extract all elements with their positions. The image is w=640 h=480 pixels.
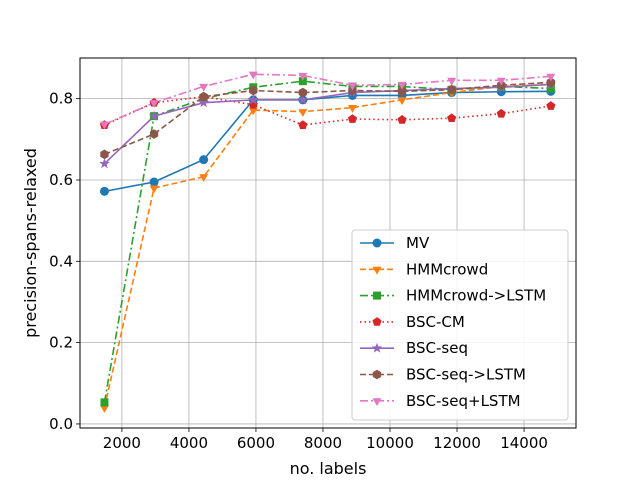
- data-point-bsc-seq-lstm: [298, 72, 308, 81]
- legend-label-bsc-seq-lstm: BSC-seq+LSTM: [406, 392, 521, 410]
- data-point-hmmcrowd: [298, 109, 308, 117]
- data-point-hmmcrowd: [347, 105, 357, 113]
- data-point-bsc-cm: [546, 101, 556, 110]
- x-tick-label: 14000: [500, 434, 548, 452]
- data-point-bsc-seq: [248, 94, 259, 105]
- data-point-bsc-seq-lstm: [496, 77, 506, 86]
- x-tick-label: 12000: [433, 434, 481, 452]
- data-point-bsc-seq-lstm: [447, 84, 456, 95]
- data-point-mv: [99, 186, 109, 196]
- y-axis-label: precision-spans-relaxed: [21, 148, 40, 338]
- data-point-bsc-seq-lstm: [397, 86, 407, 97]
- data-point-bsc-seq-lstm: [248, 71, 258, 80]
- data-point-bsc-seq-lstm: [100, 149, 109, 160]
- y-tick-label: 0.4: [49, 252, 73, 270]
- data-point-bsc-cm: [397, 115, 407, 124]
- legend-label-bsc-seq: BSC-seq: [406, 339, 468, 357]
- y-tick-label: 0.2: [49, 334, 73, 352]
- data-point-hmmcrowd-lstm: [100, 398, 109, 407]
- legend-marker-bsc-cm: [372, 317, 382, 326]
- legend: MV HMMcrowd HMMcrowd->LSTM BSC-CM BSC-seq BSC…: [351, 229, 569, 421]
- data-point-hmmcrowd: [397, 97, 407, 106]
- series-line-hmmcrowd-lstm: [103, 80, 551, 403]
- data-point-bsc-seq-lstm: [546, 77, 556, 88]
- legend-label-hmmcrowd: HMMcrowd: [406, 260, 488, 278]
- data-point-bsc-cm: [447, 113, 457, 123]
- legend-label-bsc-cm: BSC-CM: [406, 313, 465, 331]
- x-tick-label: 8000: [304, 434, 342, 452]
- legend-label-mv: MV: [406, 234, 430, 252]
- data-point-bsc-cm: [496, 108, 506, 118]
- data-point-bsc-seq-lstm: [347, 82, 357, 91]
- y-tick-label: 0.6: [49, 171, 73, 189]
- x-tick-label: 4000: [170, 434, 208, 452]
- x-tick-label: 10000: [366, 434, 414, 452]
- data-point-bsc-seq-lstm: [397, 81, 407, 90]
- x-tick-label: 2000: [103, 434, 141, 452]
- y-tick-label: 0.8: [49, 90, 73, 108]
- data-point-hmmcrowd: [99, 405, 109, 413]
- data-point-bsc-seq: [297, 94, 309, 105]
- data-point-hmmcrowd-lstm: [546, 84, 555, 93]
- x-tick-label: 6000: [237, 434, 275, 452]
- data-point-bsc-seq-lstm: [298, 87, 308, 98]
- data-point-bsc-seq-lstm: [149, 129, 159, 139]
- data-point-bsc-seq-lstm: [447, 77, 457, 86]
- data-point-bsc-seq-lstm: [149, 100, 159, 108]
- series-lines: [103, 73, 551, 408]
- data-point-bsc-seq: [99, 158, 110, 169]
- data-point-hmmcrowd: [149, 185, 159, 194]
- series-line-mv: [104, 90, 551, 193]
- data-point-mv: [149, 177, 159, 187]
- series-line-bsc-seq-lstm: [104, 81, 551, 156]
- y-tick-label: 0.0: [49, 415, 73, 433]
- x-axis-label: no. labels: [290, 459, 367, 478]
- data-point-bsc-seq-lstm: [99, 121, 109, 130]
- legend-label-bsc-seq-lstm: BSC-seq->LSTM: [406, 366, 526, 384]
- legend-marker-hmmcrowd: [372, 266, 382, 275]
- data-point-bsc-seq: [198, 97, 209, 108]
- plot-frame: [79, 57, 577, 429]
- legend-label-hmmcrowd-lstm: HMMcrowd->LSTM: [406, 287, 546, 305]
- series-line-bsc-seq-lstm: [104, 73, 551, 126]
- legend-marker-mv: [372, 238, 382, 248]
- legend-marker-bsc-seq: [371, 342, 383, 353]
- legend-box: [351, 229, 569, 421]
- legend-marker-bsc-seq-lstm: [372, 369, 382, 380]
- data-point-bsc-seq-lstm: [199, 91, 208, 102]
- data-point-bsc-cm: [347, 114, 358, 123]
- data-point-bsc-seq-lstm: [199, 83, 209, 92]
- data-point-bsc-seq-lstm: [546, 73, 556, 82]
- axis-ticks: 2000 4000 6000 8000 10000 12000 14000 0.0 0.2 0.4…: [49, 90, 548, 452]
- data-point-bsc-seq: [148, 110, 160, 121]
- data-point-hmmcrowd-lstm: [298, 77, 307, 86]
- data-point-mv: [199, 155, 209, 165]
- data-point-hmmcrowd: [248, 107, 258, 116]
- series-line-hmmcrowd: [103, 83, 551, 408]
- data-point-hmmcrowd: [199, 174, 209, 182]
- legend-marker-bsc-seq-lstm: [372, 398, 382, 406]
- series-markers: [99, 71, 557, 413]
- data-point-bsc-cm: [298, 120, 308, 129]
- data-point-bsc-seq-lstm: [348, 85, 357, 96]
- legend-marker-hmmcrowd-lstm: [373, 291, 381, 300]
- data-point-bsc-seq-lstm: [249, 85, 258, 96]
